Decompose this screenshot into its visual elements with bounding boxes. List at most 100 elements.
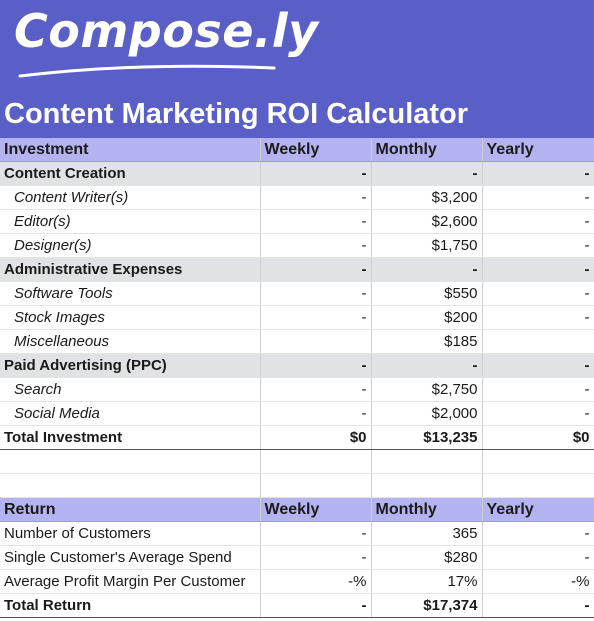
return-row-label[interactable]: Total Return — [0, 593, 261, 618]
investment-row: Editor(s) - $2,600- — [0, 209, 594, 234]
investment-row-label[interactable]: Editor(s) — [0, 209, 261, 234]
blank-cell[interactable] — [0, 473, 261, 498]
investment-row-label[interactable]: Total Investment — [0, 425, 261, 450]
investment-header-label[interactable]: Investment — [0, 138, 261, 162]
return-row-yearly[interactable]: - — [482, 593, 594, 618]
return-row-yearly[interactable]: - — [482, 521, 594, 546]
investment-row-monthly[interactable]: $200 — [371, 305, 483, 330]
return-row-monthly[interactable]: 365 — [371, 521, 483, 546]
investment-row-label[interactable]: Designer(s) — [0, 233, 261, 258]
header-banner: Compose.ly Content Marketing ROI Calcula… — [0, 0, 594, 138]
investment-row-monthly[interactable]: $550 — [371, 281, 483, 306]
investment-row-yearly[interactable] — [482, 329, 594, 354]
investment-row-label[interactable]: Social Media — [0, 401, 261, 426]
investment-row-yearly[interactable]: - — [482, 209, 594, 234]
investment-header-row: Investment Weekly Monthly Yearly — [0, 138, 594, 162]
return-row-weekly[interactable]: - — [260, 545, 372, 570]
investment-header-yearly[interactable]: Yearly — [482, 138, 594, 162]
investment-row-yearly[interactable]: - — [482, 353, 594, 378]
investment-row-label[interactable]: Content Writer(s) — [0, 185, 261, 210]
investment-row: Software Tools - $550- — [0, 281, 594, 306]
return-row-yearly[interactable]: -% — [482, 569, 594, 594]
return-row-monthly[interactable]: $280 — [371, 545, 483, 570]
investment-row-yearly[interactable]: - — [482, 233, 594, 258]
return-header-row: Return Weekly Monthly Yearly — [0, 497, 594, 522]
investment-row-yearly[interactable]: - — [482, 305, 594, 330]
return-row-monthly[interactable]: $17,374 — [371, 593, 483, 618]
investment-row-label[interactable]: Search — [0, 377, 261, 402]
return-header-yearly[interactable]: Yearly — [482, 497, 594, 522]
blank-cell[interactable] — [482, 449, 594, 474]
investment-row-weekly[interactable]: $0 — [260, 425, 372, 450]
investment-row-yearly[interactable]: - — [482, 257, 594, 282]
investment-header-weekly[interactable]: Weekly — [260, 138, 372, 162]
blank-cell[interactable] — [0, 449, 261, 474]
investment-row-monthly[interactable]: - — [371, 257, 483, 282]
roi-table: Investment Weekly Monthly Yearly Content Cre… — [0, 138, 594, 618]
return-row-label[interactable]: Number of Customers — [0, 521, 261, 546]
investment-row-yearly[interactable]: - — [482, 401, 594, 426]
return-row-yearly[interactable]: - — [482, 545, 594, 570]
investment-row-yearly[interactable]: $0 — [482, 425, 594, 450]
blank-row — [0, 473, 594, 498]
investment-row-yearly[interactable]: - — [482, 281, 594, 306]
investment-row-weekly[interactable]: - — [260, 161, 372, 186]
investment-row-weekly[interactable]: - — [260, 233, 372, 258]
investment-row-monthly[interactable]: - — [371, 161, 483, 186]
return-header-label[interactable]: Return — [0, 497, 261, 522]
investment-row-weekly[interactable]: - — [260, 305, 372, 330]
investment-row: Social Media - $2,000- — [0, 401, 594, 426]
return-header-monthly[interactable]: Monthly — [371, 497, 483, 522]
return-row-label[interactable]: Single Customer's Average Spend — [0, 545, 261, 570]
return-row: Total Return - $17,374- — [0, 593, 594, 618]
return-row-weekly[interactable]: -% — [260, 569, 372, 594]
investment-row-weekly[interactable]: - — [260, 281, 372, 306]
blank-cell[interactable] — [371, 473, 483, 498]
investment-row-monthly[interactable]: $2,000 — [371, 401, 483, 426]
investment-row: Search - $2,750- — [0, 377, 594, 402]
return-header-weekly[interactable]: Weekly — [260, 497, 372, 522]
investment-row-label[interactable]: Administrative Expenses — [0, 257, 261, 282]
investment-row-weekly[interactable]: - — [260, 377, 372, 402]
blank-cell[interactable] — [482, 473, 594, 498]
investment-row-label[interactable]: Stock Images — [0, 305, 261, 330]
return-row-weekly[interactable]: - — [260, 593, 372, 618]
investment-row: Administrative Expenses - - - — [0, 257, 594, 282]
investment-row: Designer(s) - $1,750- — [0, 233, 594, 258]
investment-row: Content Writer(s) - $3,200- — [0, 185, 594, 210]
return-row-weekly[interactable]: - — [260, 521, 372, 546]
investment-row: Content Creation - - - — [0, 161, 594, 186]
investment-header-monthly[interactable]: Monthly — [371, 138, 483, 162]
investment-row-weekly[interactable]: - — [260, 401, 372, 426]
investment-row-monthly[interactable]: $185 — [371, 329, 483, 354]
investment-row-weekly[interactable]: - — [260, 353, 372, 378]
investment-row-monthly[interactable]: $2,600 — [371, 209, 483, 234]
return-row-monthly[interactable]: 17% — [371, 569, 483, 594]
blank-cell[interactable] — [260, 473, 372, 498]
investment-row-label[interactable]: Software Tools — [0, 281, 261, 306]
investment-row-weekly[interactable]: - — [260, 257, 372, 282]
investment-row-yearly[interactable]: - — [482, 377, 594, 402]
blank-row — [0, 449, 594, 474]
investment-row-monthly[interactable]: $2,750 — [371, 377, 483, 402]
return-row: Single Customer's Average Spend - $280- — [0, 545, 594, 570]
investment-row-monthly[interactable]: $1,750 — [371, 233, 483, 258]
investment-row-yearly[interactable]: - — [482, 161, 594, 186]
investment-row-weekly[interactable] — [260, 329, 372, 354]
investment-row-label[interactable]: Content Creation — [0, 161, 261, 186]
investment-row-monthly[interactable]: $3,200 — [371, 185, 483, 210]
blank-cell[interactable] — [371, 449, 483, 474]
investment-row-label[interactable]: Miscellaneous — [0, 329, 261, 354]
investment-row-monthly[interactable]: - — [371, 353, 483, 378]
investment-row-weekly[interactable]: - — [260, 209, 372, 234]
investment-row: Paid Advertising (PPC) - - - — [0, 353, 594, 378]
investment-row-monthly[interactable]: $13,235 — [371, 425, 483, 450]
return-row-label[interactable]: Average Profit Margin Per Customer — [0, 569, 261, 594]
investment-row-yearly[interactable]: - — [482, 185, 594, 210]
logo-swoosh-icon — [18, 64, 276, 78]
investment-row-label[interactable]: Paid Advertising (PPC) — [0, 353, 261, 378]
investment-row-weekly[interactable]: - — [260, 185, 372, 210]
blank-cell[interactable] — [260, 449, 372, 474]
investment-row: Stock Images - $200- — [0, 305, 594, 330]
page-title: Content Marketing ROI Calculator — [4, 98, 469, 130]
